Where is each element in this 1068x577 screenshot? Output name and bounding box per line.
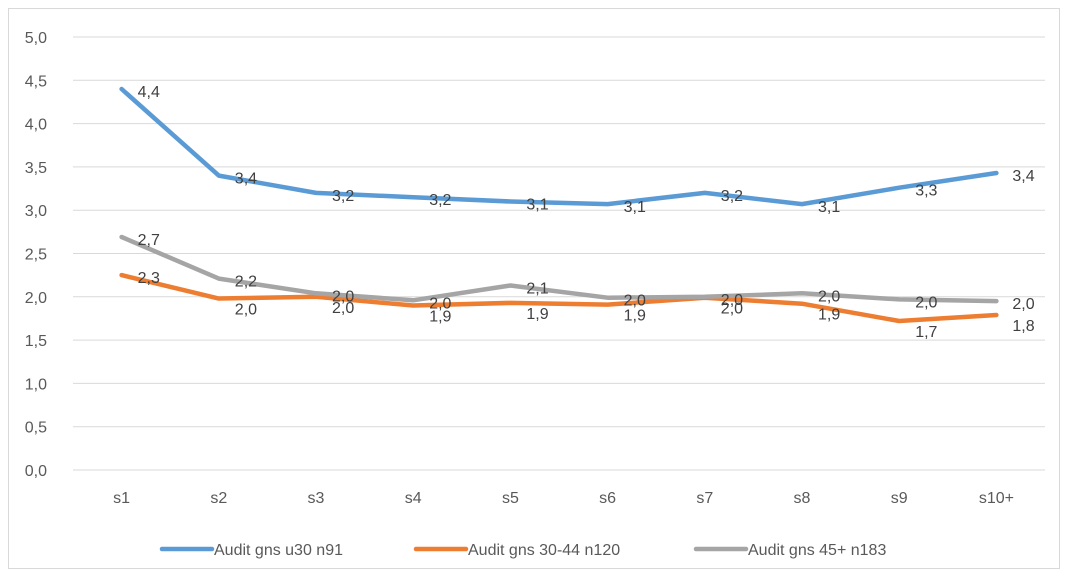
data-label: 1,9 — [526, 306, 548, 323]
data-label: 3,1 — [624, 199, 646, 216]
data-label: 1,7 — [915, 324, 937, 341]
data-label: 3,2 — [332, 188, 354, 205]
x-tick-label: s3 — [308, 490, 325, 507]
data-label: 2,0 — [721, 292, 743, 309]
data-label: 1,9 — [624, 308, 646, 325]
y-tick-label: 3,5 — [25, 160, 47, 177]
data-label: 3,1 — [526, 197, 548, 214]
x-tick-label: s8 — [794, 490, 811, 507]
data-label: 2,7 — [138, 232, 160, 249]
data-label: 3,4 — [235, 171, 257, 188]
y-tick-label: 1,0 — [25, 376, 47, 393]
legend-label: Audit gns 30-44 n120 — [468, 542, 620, 559]
data-label: 2,0 — [235, 302, 257, 319]
y-tick-label: 2,5 — [25, 247, 47, 264]
y-tick-label: 3,0 — [25, 203, 47, 220]
y-tick-label: 1,5 — [25, 333, 47, 350]
x-tick-label: s5 — [502, 490, 519, 507]
data-label: 2,0 — [915, 294, 937, 311]
legend-label: Audit gns 45+ n183 — [748, 542, 886, 559]
y-tick-label: 4,5 — [25, 73, 47, 90]
data-label: 3,1 — [818, 199, 840, 216]
data-label: 2,0 — [332, 300, 354, 317]
y-tick-label: 2,0 — [25, 290, 47, 307]
data-label: 2,0 — [1012, 296, 1034, 313]
x-tick-label: s2 — [210, 490, 227, 507]
data-label: 2,0 — [818, 288, 840, 305]
series-line-1 — [119, 86, 999, 207]
data-label: 2,2 — [235, 274, 257, 291]
data-label: 2,1 — [526, 281, 548, 298]
y-tick-label: 0,0 — [25, 463, 47, 480]
data-label: 2,0 — [429, 295, 451, 312]
data-label: 2,0 — [332, 288, 354, 305]
data-label: 3,2 — [429, 192, 451, 209]
data-label: 3,3 — [915, 183, 937, 200]
data-label: 1,9 — [818, 307, 840, 324]
x-tick-label: s4 — [405, 490, 422, 507]
series-line-2 — [119, 272, 999, 324]
data-label: 4,4 — [138, 84, 160, 101]
y-tick-label: 4,0 — [25, 117, 47, 134]
data-label: 2,0 — [721, 301, 743, 318]
data-label: 3,4 — [1012, 168, 1034, 185]
x-tick-label: s10+ — [979, 490, 1014, 507]
data-label: 2,3 — [138, 270, 160, 287]
data-label: 2,0 — [624, 293, 646, 310]
y-tick-label: 5,0 — [25, 30, 47, 47]
series-line-3 — [119, 234, 999, 304]
x-tick-label: s6 — [599, 490, 616, 507]
y-tick-label: 0,5 — [25, 420, 47, 437]
x-tick-label: s1 — [113, 490, 130, 507]
data-label: 1,9 — [429, 308, 451, 325]
data-label: 1,8 — [1012, 318, 1034, 335]
data-label: 3,2 — [721, 188, 743, 205]
x-tick-label: s9 — [891, 490, 908, 507]
x-tick-label: s7 — [696, 490, 713, 507]
legend-label: Audit gns u30 n91 — [214, 542, 343, 559]
